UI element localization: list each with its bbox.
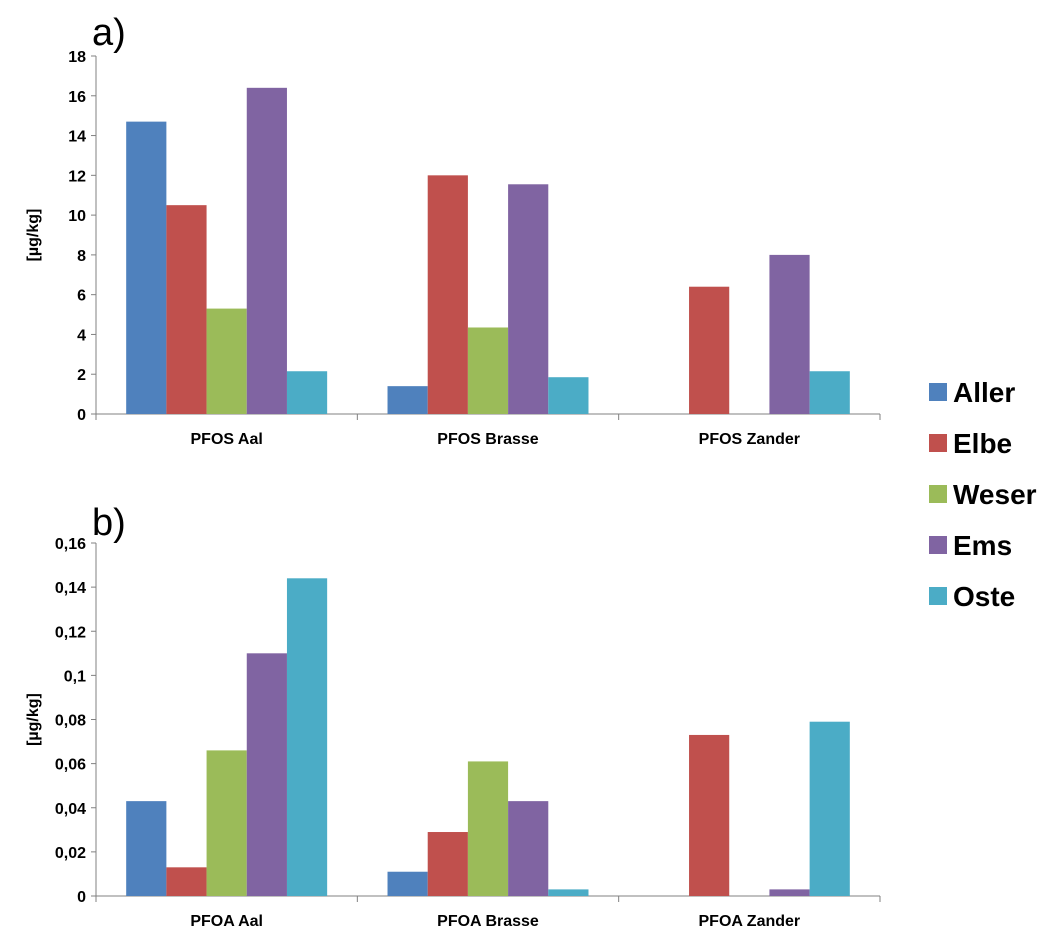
chart-a-y-axis-label: [µg/kg]: [25, 209, 42, 262]
chart-a-bar-oste: [286, 371, 328, 414]
chart-a-bar-elbe: [427, 175, 468, 414]
chart-b-bar-elbe: [427, 832, 468, 896]
chart-a-y-tick-label: 10: [68, 208, 86, 225]
legend-swatch-elbe: [929, 434, 947, 452]
chart-a-category-label: PFOS Brasse: [437, 431, 538, 448]
chart-a-bar-ems: [508, 184, 549, 414]
chart-b-bar-ems: [246, 653, 287, 896]
chart-a-bar-aller: [126, 121, 167, 414]
chart-a-category-label: PFOS Aal: [191, 431, 263, 448]
chart-b-panel-label: b): [92, 502, 126, 544]
legend-swatch-aller: [929, 383, 947, 401]
chart-b-y-tick-label: 0,1: [64, 668, 86, 685]
chart-a-bar-oste: [809, 371, 850, 414]
chart-a-y-tick-label: 14: [68, 129, 86, 146]
chart-a-y-tick-label: 8: [77, 248, 86, 265]
chart-b-bar-oste: [286, 578, 328, 896]
chart-b-category-label: PFOA Brasse: [437, 913, 539, 930]
chart-b-bar-weser: [467, 761, 509, 896]
chart-a-bar-weser: [467, 327, 509, 414]
chart-b-category-label: PFOA Zander: [699, 913, 801, 930]
chart-a-y-tick-label: 2: [77, 367, 86, 384]
chart-b-bar-ems: [508, 801, 549, 896]
chart-b-category-label: PFOA Aal: [190, 913, 263, 930]
legend-label-aller: Aller: [953, 377, 1015, 408]
chart-a-bar-weser: [206, 308, 247, 414]
chart-a-y-tick-label: 6: [77, 288, 86, 305]
chart-b-bar-weser: [206, 750, 247, 896]
chart-b-y-tick-label: 0,16: [55, 536, 86, 553]
chart-a-bar-ems: [769, 254, 810, 414]
chart-b-bar-oste: [548, 889, 589, 896]
chart-a-category-label: PFOS Zander: [699, 431, 800, 448]
chart-b-y-tick-label: 0,14: [55, 580, 86, 597]
chart-b-bar-aller: [126, 801, 167, 896]
chart-b-bar-oste: [809, 721, 850, 896]
chart-a-bar-elbe: [166, 205, 207, 414]
chart-b-bar-elbe: [689, 734, 730, 896]
chart-b-y-axis-label: [µg/kg]: [25, 693, 42, 746]
legend-label-elbe: Elbe: [953, 428, 1012, 459]
chart-a-y-tick-label: 12: [68, 168, 86, 185]
chart-a-bar-aller: [387, 386, 428, 414]
chart-a-panel-label: a): [92, 12, 126, 54]
chart-a-bar-ems: [246, 87, 287, 415]
chart-a-bar-oste: [548, 377, 589, 414]
chart-a-y-tick-label: 18: [68, 49, 86, 66]
legend-swatch-weser: [929, 485, 947, 503]
chart-b-y-tick-label: 0,04: [55, 801, 86, 818]
chart-b-bar-ems: [769, 889, 810, 896]
legend-label-oste: Oste: [953, 581, 1015, 612]
chart-a-bar-elbe: [689, 286, 730, 414]
chart-b-y-tick-label: 0,02: [55, 845, 86, 862]
chart-b-bar-aller: [387, 871, 428, 896]
chart-b-y-tick-label: 0: [77, 889, 86, 906]
chart-b-y-tick-label: 0,12: [55, 624, 86, 641]
chart-b-y-tick-label: 0,06: [55, 757, 86, 774]
chart-a-y-tick-label: 0: [77, 407, 86, 424]
legend-label-weser: Weser: [953, 479, 1037, 510]
chart-a-y-tick-label: 4: [77, 327, 86, 344]
chart-b-y-tick-label: 0,08: [55, 713, 86, 730]
legend-label-ems: Ems: [953, 530, 1012, 561]
chart-b-bar-elbe: [166, 867, 207, 896]
legend-swatch-ems: [929, 536, 947, 554]
legend-swatch-oste: [929, 587, 947, 605]
chart-a-y-tick-label: 16: [68, 89, 86, 106]
